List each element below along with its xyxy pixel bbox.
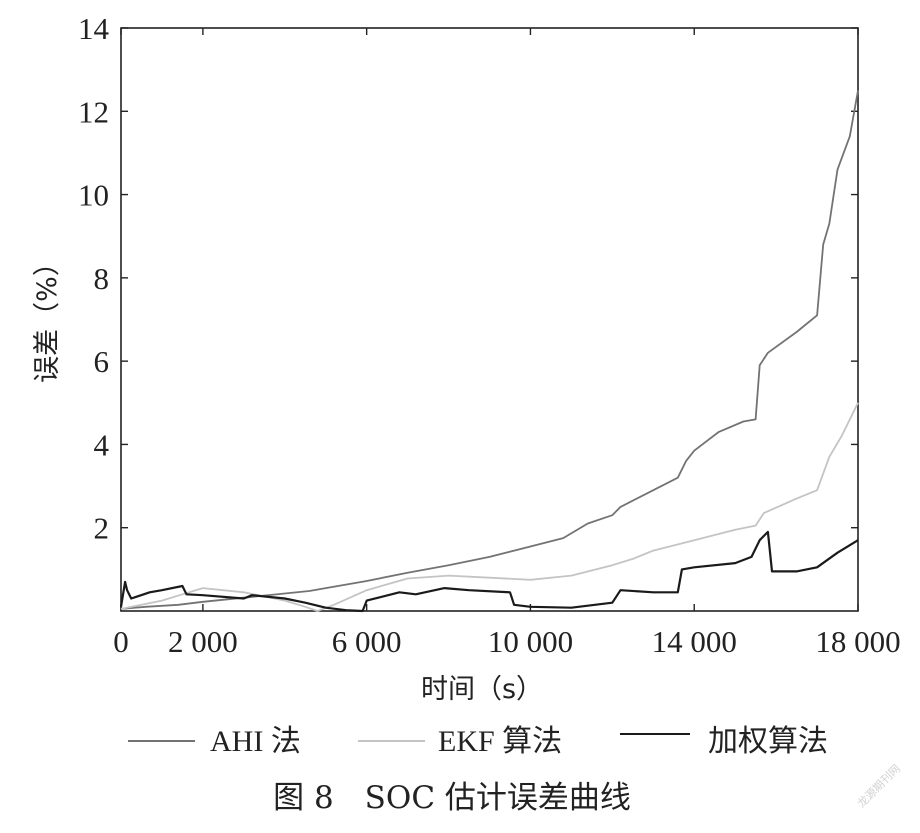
y-tick-label: 8: [94, 261, 110, 296]
x-tick-label: 0: [113, 624, 129, 659]
y-tick-label: 14: [78, 11, 110, 46]
series-line-ahi: [120, 90, 859, 610]
legend-label-ahi: AHI 法: [210, 725, 301, 758]
plot-frame: [120, 27, 859, 612]
y-tick-label: 10: [78, 178, 109, 213]
x-tick-label: 18 000: [815, 624, 900, 659]
series-line-ekf: [120, 402, 859, 612]
watermark: 龙源期刊网: [854, 761, 903, 810]
x-tick-label: 14 000: [652, 624, 737, 659]
x-tick-label: 2 000: [168, 624, 238, 659]
legend: AHI 法 EKF 算法 加权算法: [128, 725, 828, 758]
figure-caption: 图 8 SOC 估计误差曲线: [273, 780, 631, 816]
y-axis-label: 误差（%）: [32, 249, 63, 383]
legend-label-ekf: EKF 算法: [438, 725, 562, 758]
x-tick-label: 6 000: [332, 624, 402, 659]
x-axis-label: 时间（s）: [421, 674, 543, 705]
legend-label-weighted: 加权算法: [708, 725, 828, 758]
y-tick-label: 6: [94, 344, 110, 379]
series-line-weighted: [119, 530, 859, 613]
y-tick-label: 4: [94, 427, 110, 462]
x-tick-label: 10 000: [488, 624, 573, 659]
y-tick-label: 12: [78, 94, 109, 129]
axis-ticks: 2 4 6 8 10 12 14 0 2 000 6 000 10 000 14 000 18 000: [78, 11, 901, 659]
y-tick-label: 2: [94, 511, 110, 546]
series-lines: [119, 90, 859, 613]
